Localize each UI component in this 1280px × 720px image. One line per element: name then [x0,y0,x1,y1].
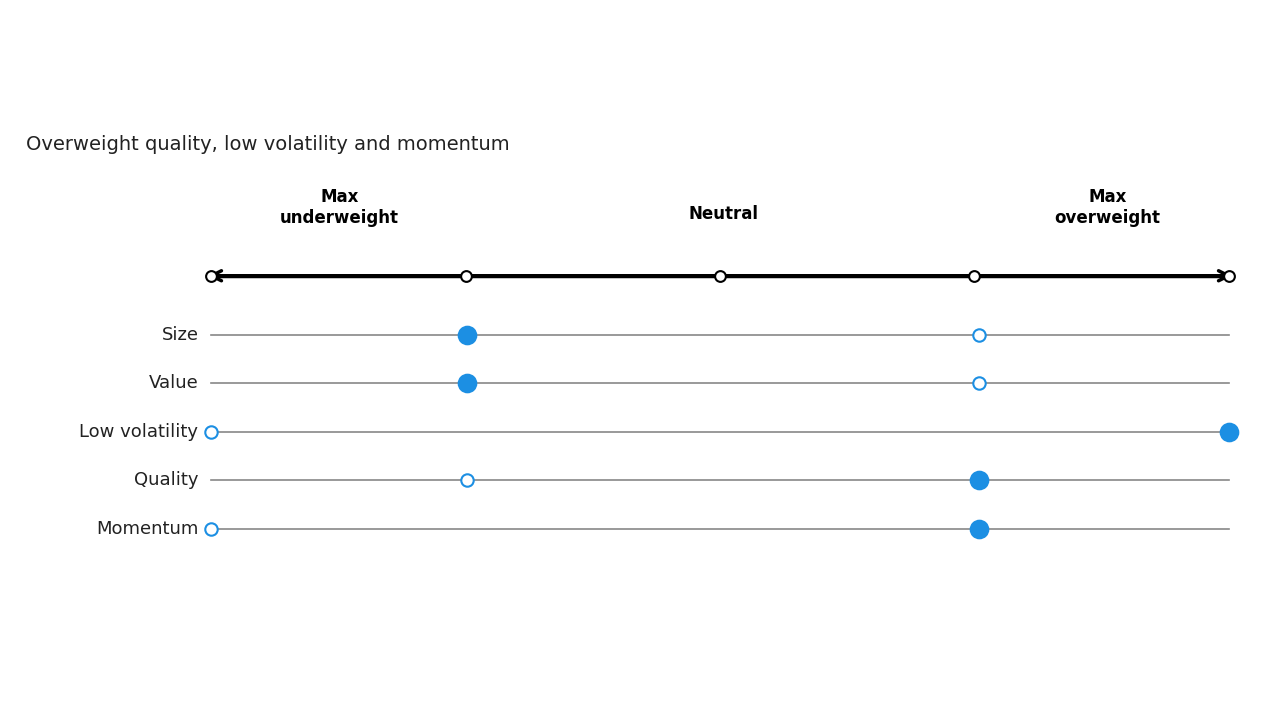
Text: Quality: Quality [134,471,198,490]
Point [969,474,989,486]
Point [201,270,221,282]
Point [457,474,477,486]
Point [457,377,477,389]
Text: Neutral: Neutral [689,205,758,223]
Point [456,270,476,282]
Point [201,426,221,438]
Point [964,270,984,282]
Point [1219,270,1239,282]
Text: Size: Size [161,325,198,343]
Text: Overweight quality, low volatility and momentum: Overweight quality, low volatility and m… [26,135,509,153]
Point [969,523,989,535]
Point [457,329,477,341]
Point [969,329,989,341]
Text: Max
underweight: Max underweight [280,188,398,227]
Text: Momentum: Momentum [96,520,198,539]
Point [1219,426,1239,438]
Point [969,377,989,389]
Text: Value: Value [148,374,198,392]
Text: Max
overweight: Max overweight [1055,188,1160,227]
Point [201,523,221,535]
Text: Low volatility: Low volatility [79,423,198,441]
Point [709,270,730,282]
